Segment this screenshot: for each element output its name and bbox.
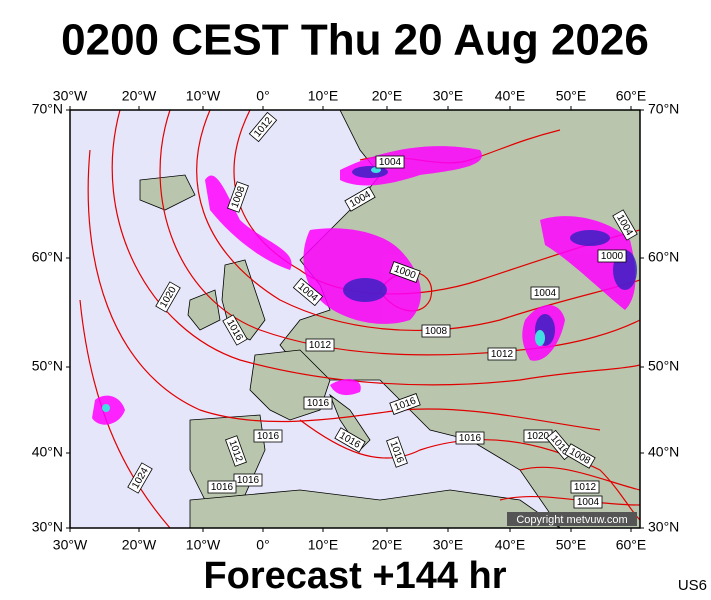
lat-label: 30°N xyxy=(32,519,63,535)
isobar-label-box xyxy=(127,462,153,494)
isobar-label-box xyxy=(344,186,376,212)
lon-label: 0° xyxy=(256,537,269,553)
isobar-label-box xyxy=(253,429,283,443)
isobar-label-text: 1016 xyxy=(257,431,280,442)
isobar-label-text: 1004 xyxy=(379,157,402,168)
isobar-label: 1000 xyxy=(597,249,627,263)
lon-label: 20°W xyxy=(122,537,157,553)
isobar-label-text: 1012 xyxy=(309,340,332,351)
isobar-label: 1016 xyxy=(303,396,333,410)
lon-label: 50°E xyxy=(556,537,587,553)
isobar-label-box xyxy=(573,495,603,509)
isobar-label-box xyxy=(292,277,324,307)
isobar-label: 1016 xyxy=(233,473,263,487)
isobar-label-box xyxy=(455,431,485,445)
lon-label: 40°E xyxy=(495,537,526,553)
isobar-label-text: 1016 xyxy=(307,398,330,409)
lat-label: 70°N xyxy=(648,101,679,117)
isobar-label-text: 1000 xyxy=(601,251,624,262)
isobar-label-box xyxy=(386,436,408,468)
isobar-label-box xyxy=(421,324,451,338)
isobar-label-box xyxy=(487,347,517,361)
isobar-label-text: 1012 xyxy=(574,482,597,493)
lon-label: 30°W xyxy=(53,88,88,104)
isobar-label: 1016 xyxy=(253,429,283,443)
isobar-label: 1012 xyxy=(305,338,335,352)
lon-label: 20°W xyxy=(122,88,157,104)
isobar-label-box xyxy=(225,435,247,467)
product-code: US6 xyxy=(678,577,707,594)
isobar-label-text: 1004 xyxy=(577,497,600,508)
isobar-label-box xyxy=(375,155,405,169)
lon-label: 10°W xyxy=(186,537,221,553)
isobar-label-box xyxy=(389,393,421,415)
lon-label: 30°E xyxy=(433,537,464,553)
lon-label: 20°E xyxy=(372,537,403,553)
isobar-label-text: 1012 xyxy=(491,349,514,360)
lat-label: 50°N xyxy=(648,358,679,374)
isobar-label-text: 1004 xyxy=(534,288,557,299)
isobar-label-box xyxy=(530,286,560,300)
isobar-label-box xyxy=(155,281,181,313)
isobar-label: 1012 xyxy=(487,347,517,361)
isobar-label-box xyxy=(612,209,638,241)
lon-label: 10°E xyxy=(308,537,339,553)
lon-label: 0° xyxy=(256,88,269,104)
isobar-label-text: 1016 xyxy=(237,475,260,486)
lat-label: 60°N xyxy=(648,249,679,265)
lat-label: 60°N xyxy=(32,249,63,265)
lon-label: 50°E xyxy=(556,88,587,104)
isobar-label: 1004 xyxy=(573,495,603,509)
lat-label: 70°N xyxy=(32,101,63,117)
isobar-label-box xyxy=(597,249,627,263)
isobar-label: 1004 xyxy=(375,155,405,169)
map-frame xyxy=(69,109,641,529)
isobar-label-box xyxy=(334,427,366,453)
copyright: Copyright metvuw.com xyxy=(516,514,627,526)
isobar-label: 1016 xyxy=(207,480,237,494)
lon-label: 60°E xyxy=(616,88,647,104)
lon-label: 30°E xyxy=(433,88,464,104)
peak-precipitation xyxy=(102,167,545,412)
isobar-label: 1008 xyxy=(421,324,451,338)
copyright-box xyxy=(507,512,637,526)
lon-label: 30°W xyxy=(53,537,88,553)
lat-label: 30°N xyxy=(648,519,679,535)
isobar-label: 1004 xyxy=(530,286,560,300)
isobar-label-box xyxy=(564,443,596,469)
forecast-label: Forecast +144 hr xyxy=(203,555,506,597)
lat-label: 40°N xyxy=(648,444,679,460)
lon-label: 10°E xyxy=(308,88,339,104)
isobar-label-box xyxy=(233,473,263,487)
lon-label: 40°E xyxy=(495,88,526,104)
isobar-label-box xyxy=(570,480,600,494)
isobar-label-text: 1008 xyxy=(425,326,448,337)
lat-label: 50°N xyxy=(32,358,63,374)
isobar-label-text: 1016 xyxy=(211,482,234,493)
map-title: 0200 CEST Thu 20 Aug 2026 xyxy=(61,16,649,65)
isobar-label-box xyxy=(248,111,278,143)
isobar-label-box xyxy=(389,261,421,283)
lon-label: 20°E xyxy=(372,88,403,104)
isobar-label-box xyxy=(303,396,333,410)
isobar-label-box xyxy=(227,181,249,213)
isobar-label-box xyxy=(222,314,248,346)
isobar-label: 1012 xyxy=(570,480,600,494)
isobar-label: 1016 xyxy=(455,431,485,445)
isobar-label-box xyxy=(305,338,335,352)
isobar-label-box xyxy=(207,480,237,494)
heavy-precipitation xyxy=(343,166,637,346)
lat-label: 40°N xyxy=(32,444,63,460)
lon-label: 60°E xyxy=(616,537,647,553)
isobar-label-text: 1020 xyxy=(527,431,550,442)
axes: 30°W 30°W 20°W 20°W 10°W 10°W 0° 0° 10°E 10°E 20°E… xyxy=(32,88,680,553)
isobar-label-text: 1016 xyxy=(459,433,482,444)
lon-label: 10°W xyxy=(186,88,221,104)
